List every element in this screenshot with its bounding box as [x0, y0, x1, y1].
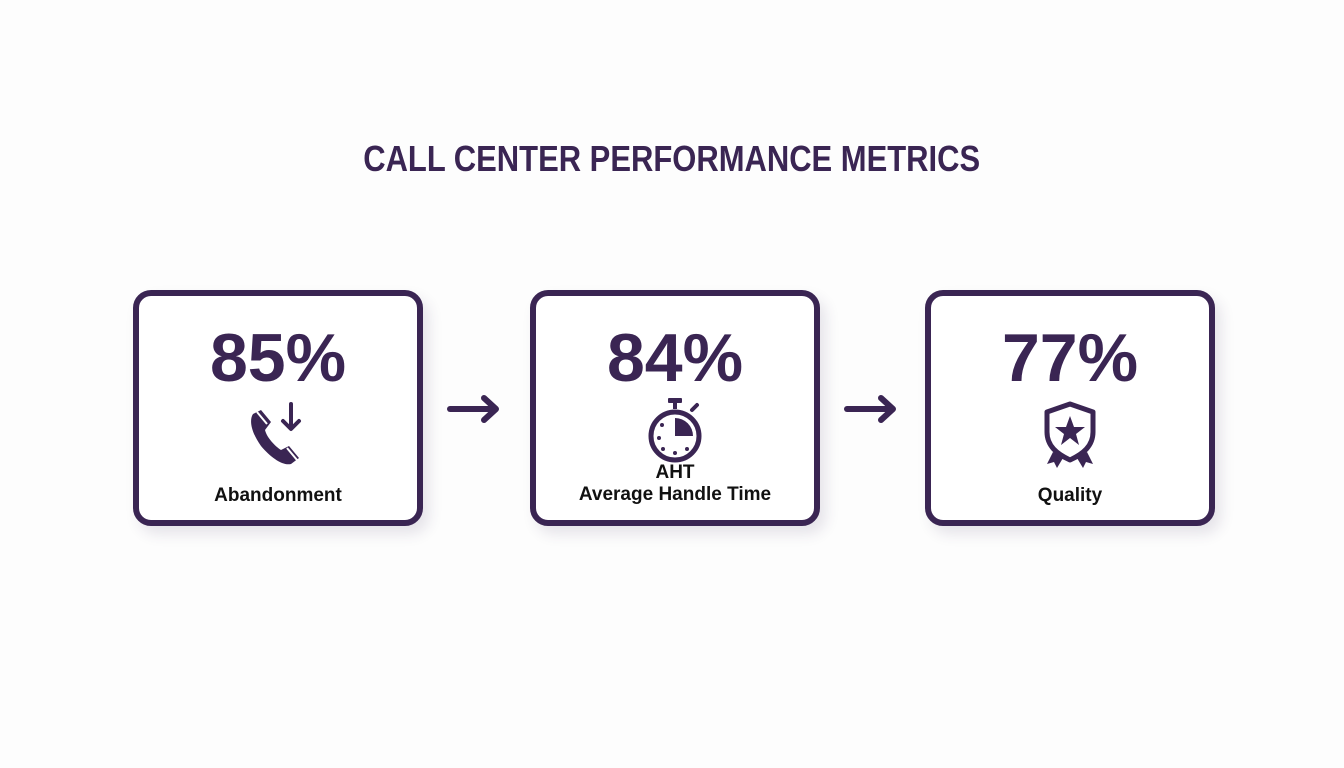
- phone-incoming-icon: [251, 402, 301, 465]
- metric-value: 85%: [209, 320, 347, 396]
- arrow-right-icon: [844, 395, 896, 423]
- shield-star-badge-icon: [1044, 401, 1096, 468]
- page-title: CALL CENTER PERFORMANCE METRICS: [0, 138, 1344, 180]
- metric-label: Average Handle Time: [578, 484, 772, 505]
- title-text: CALL CENTER PERFORMANCE METRICS: [363, 138, 981, 179]
- metric-label: Abandonment: [214, 485, 342, 506]
- arrow-right-icon: [447, 395, 499, 423]
- metric-card-abandonment: 85% Abandonment: [133, 290, 423, 526]
- metric-value: 77%: [1001, 320, 1139, 396]
- metric-label: Quality: [1037, 485, 1103, 506]
- metric-label-abbr: AHT: [655, 462, 695, 483]
- metric-value: 84%: [606, 320, 744, 396]
- metric-card-quality: 77% Quality: [925, 290, 1215, 526]
- metric-card-aht: 84% AHT Average Handle Time: [530, 290, 820, 526]
- stopwatch-icon: [648, 398, 702, 463]
